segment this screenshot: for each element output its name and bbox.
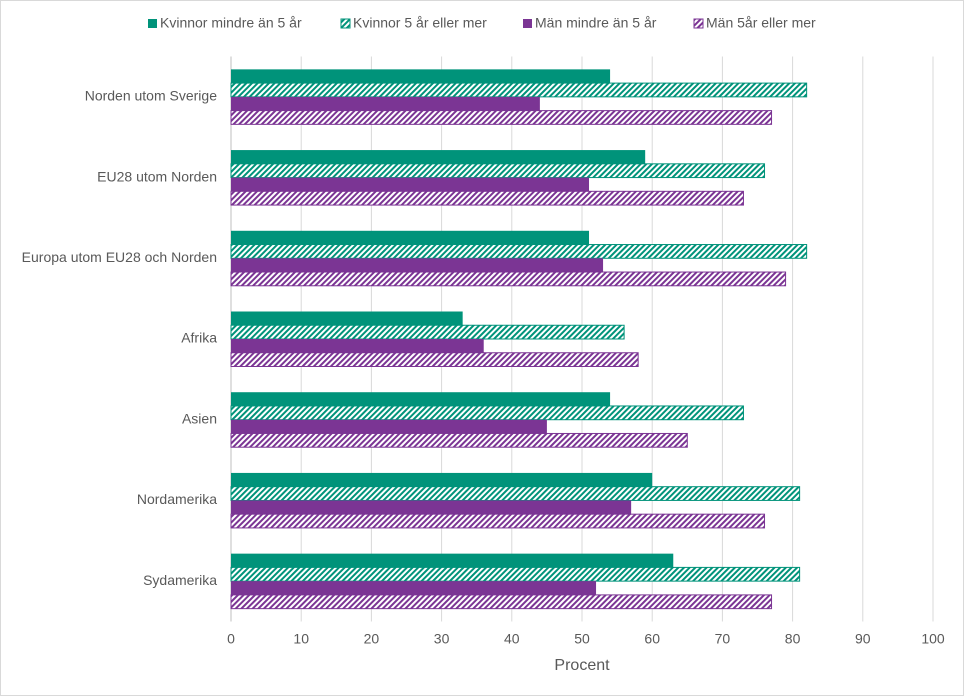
bar (230, 486, 801, 501)
x-tick-label: 70 (715, 631, 731, 647)
bar (231, 553, 674, 568)
y-tick-label: Nordamerika (137, 491, 217, 507)
bar (230, 324, 625, 340)
legend-marker (693, 18, 704, 29)
bar (231, 177, 590, 192)
bar (231, 472, 653, 487)
bar (231, 500, 632, 515)
y-tick-label: Europa utom EU28 och Norden (22, 249, 217, 265)
x-tick-label: 20 (364, 631, 380, 647)
bar (230, 271, 787, 287)
bar (230, 513, 766, 529)
y-tick-label: EU28 utom Norden (97, 168, 217, 184)
x-tick-label: 40 (504, 631, 520, 647)
bar (231, 258, 604, 273)
legend-marker (340, 18, 351, 29)
x-tick-label: 50 (574, 631, 590, 647)
bar (230, 594, 773, 610)
bar (231, 69, 611, 84)
bar (231, 339, 484, 353)
legend-label: Män mindre än 5 år (535, 15, 657, 31)
legend-marker (523, 19, 532, 28)
bar (230, 110, 773, 125)
x-axis-title: Procent (554, 657, 610, 674)
y-tick-label: Afrika (181, 330, 217, 346)
x-tick-label: 30 (434, 631, 450, 647)
y-tick-label: Norden utom Sverige (85, 88, 218, 104)
bar (231, 150, 646, 164)
y-tick-label: Sydamerika (143, 572, 217, 588)
bar (231, 581, 597, 595)
x-tick-label: 100 (921, 631, 945, 647)
bar (231, 392, 611, 406)
bar (231, 230, 590, 245)
legend-marker (148, 19, 157, 28)
bar (230, 405, 744, 421)
bar (231, 419, 547, 434)
x-tick-label: 90 (855, 631, 871, 647)
bar (230, 432, 688, 448)
x-tick-label: 10 (293, 631, 309, 647)
legend-label: Kvinnor mindre än 5 år (160, 15, 302, 31)
legend-label: Kvinnor 5 år eller mer (353, 15, 487, 31)
bar (230, 566, 801, 582)
bar (230, 163, 766, 179)
x-tick-label: 60 (644, 631, 660, 647)
bar (230, 352, 639, 367)
bar (231, 96, 540, 111)
x-tick-label: 0 (227, 631, 235, 647)
bar (230, 190, 744, 206)
bar (230, 244, 808, 259)
legend-label: Män 5år eller mer (706, 15, 816, 31)
x-tick-label: 80 (785, 631, 801, 647)
y-tick-label: Asien (182, 410, 217, 426)
bar (230, 82, 808, 98)
bar (231, 311, 463, 326)
